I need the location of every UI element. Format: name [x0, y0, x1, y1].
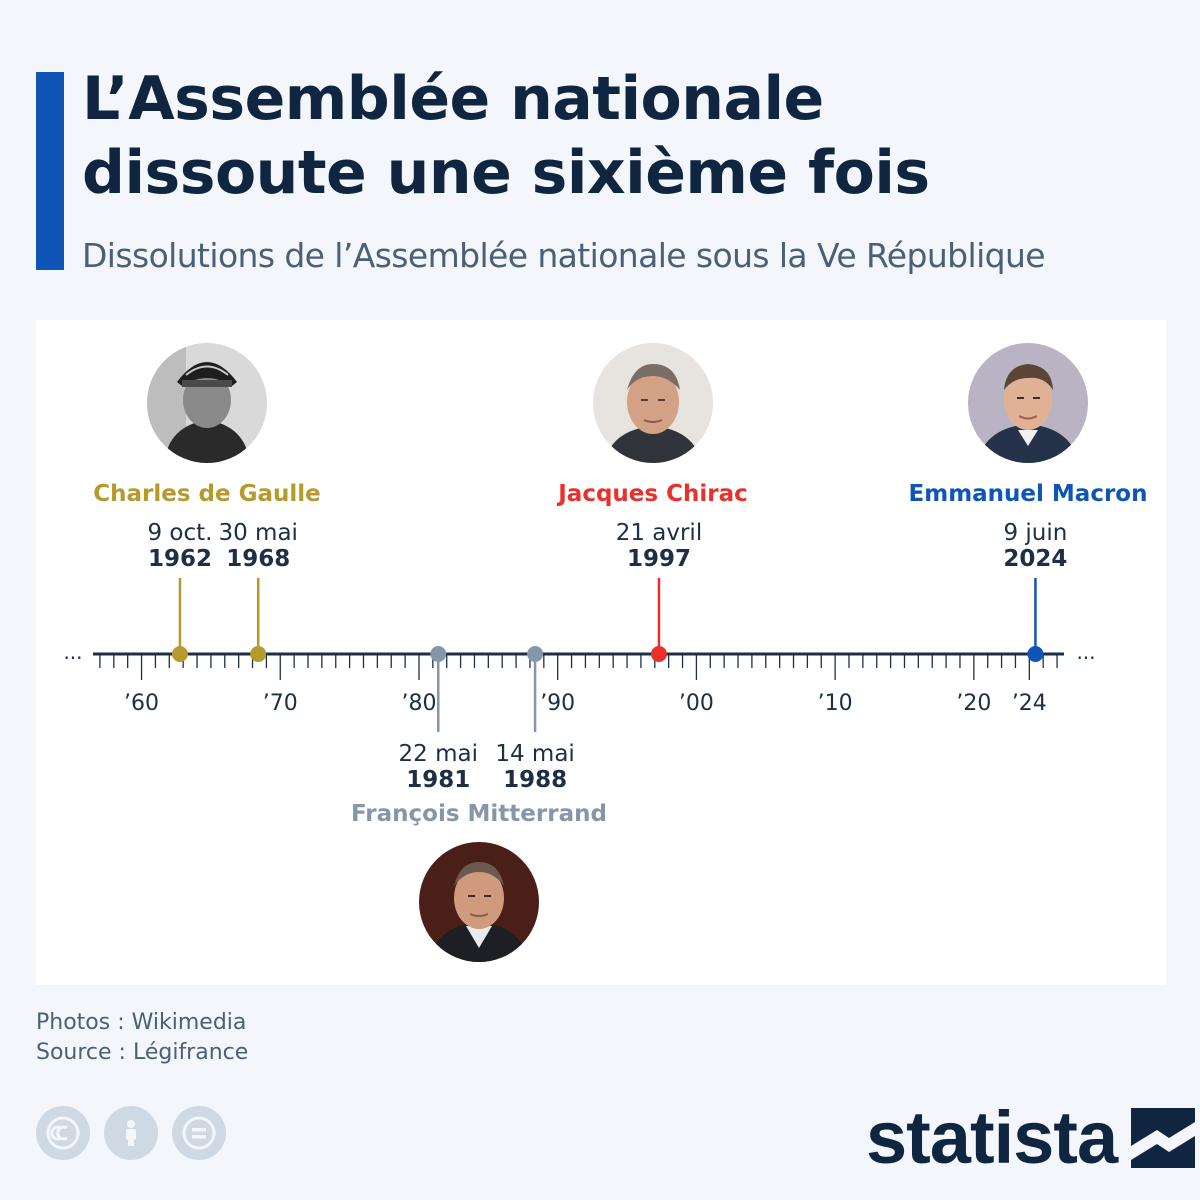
event-marker: [171, 646, 188, 662]
macron-portrait-icon: [968, 343, 1088, 463]
president-name-label: Charles de Gaulle: [93, 481, 321, 507]
timeline-panel: ...... ’60’70’80’90’00’10’20’24 9 oct. 196…: [36, 320, 1166, 985]
license-icons: [36, 1106, 226, 1160]
axis-tick-label: ’10: [818, 691, 853, 716]
chart-subtitle: Dissolutions de l’Assemblée nationale so…: [82, 236, 1046, 275]
accent-bar: [36, 72, 64, 270]
president-name-label: Emmanuel Macron: [909, 481, 1148, 507]
event-date-label: 22 mai: [399, 741, 478, 767]
event-date-label: 21 avril: [616, 520, 703, 546]
event-year-label: 1988: [503, 767, 567, 793]
event-marker: [527, 646, 544, 662]
axis-tick-label: ’70: [263, 691, 298, 716]
cc-icon[interactable]: [36, 1106, 90, 1160]
event-marker: [430, 646, 447, 662]
attribution-icon[interactable]: [104, 1106, 158, 1160]
axis-tick-label: ’24: [1012, 691, 1047, 716]
de-gaulle-portrait-icon: [147, 343, 267, 463]
axis-tick-label: ’80: [401, 691, 436, 716]
president-name-label: Jacques Chirac: [556, 481, 747, 507]
event-marker: [250, 646, 267, 662]
event-date-label: 14 mai: [495, 741, 574, 767]
event-year-label: 1981: [406, 767, 470, 793]
event-marker: [1027, 646, 1044, 662]
event-year-label: 1968: [226, 546, 290, 572]
event-date-label: 30 mai: [218, 520, 297, 546]
timeline-chart: ... ...’60’70’80’90’00’10’20’24 9 oct.196…: [63, 343, 1148, 962]
axis-tick-label: ’90: [540, 691, 575, 716]
statista-wordmark: statista: [866, 1096, 1118, 1179]
president-name-label: François Mitterrand: [351, 801, 607, 827]
axis-tick-label: ’20: [956, 691, 991, 716]
axis-tick-label: ’00: [679, 691, 714, 716]
chirac-portrait-icon: [593, 343, 713, 463]
mitterrand-portrait-icon: [419, 842, 539, 962]
axis-ellipsis-right: ...: [1076, 640, 1095, 664]
axis-ellipsis-left: ...: [63, 640, 82, 664]
axis-tick-label: ’60: [124, 691, 159, 716]
event-year-label: 2024: [1003, 546, 1067, 572]
source-note: Source : Légifrance: [36, 1040, 249, 1065]
event-marker: [650, 646, 667, 662]
no-derivatives-icon[interactable]: [172, 1106, 226, 1160]
event-year-label: 1997: [627, 546, 691, 572]
statista-logo[interactable]: statista: [866, 1095, 1196, 1180]
event-date-label: 9 oct.: [147, 520, 212, 546]
event-date-label: 9 juin: [1003, 520, 1067, 546]
event-year-label: 1962: [148, 546, 212, 572]
photo-credit: Photos : Wikimedia: [36, 1010, 247, 1035]
statista-logo-icon: [1131, 1107, 1196, 1168]
chart-title: L’Assemblée nationale dissoute une sixiè…: [82, 64, 930, 208]
